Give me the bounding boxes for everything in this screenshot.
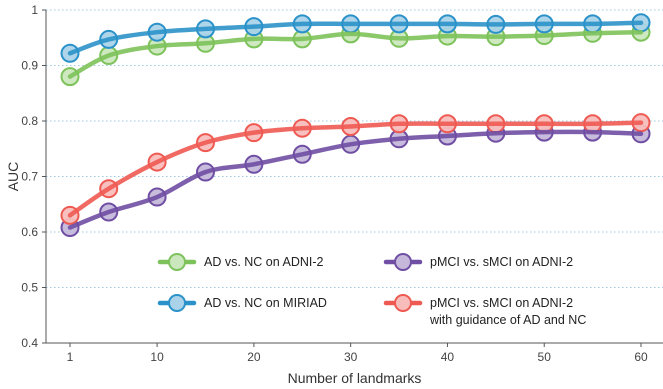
y-tick-label-6: 1 (31, 3, 38, 17)
legend-marker-4 (394, 294, 412, 312)
legend-marker-2 (168, 294, 186, 312)
x-tick-label-2: 20 (247, 350, 261, 364)
y-axis-title: AUC (5, 162, 21, 192)
x-tick-label-0: 1 (67, 350, 74, 364)
legend-label-1: AD vs. NC on ADNI-2 (204, 255, 324, 269)
series-3-line (67, 129, 644, 230)
y-tick-label-3: 0.7 (21, 170, 38, 184)
x-tick-label-1: 10 (150, 350, 164, 364)
legend-marker-3 (394, 253, 412, 271)
series-2-line (67, 20, 644, 56)
legend-label-4: pMCI vs. sMCI on ADNI-2 (430, 296, 573, 310)
legend-item-1: AD vs. NC on ADNI-2 (157, 253, 324, 271)
x-tick-label-4: 40 (441, 350, 455, 364)
y-tick-label-0: 0.4 (21, 336, 38, 350)
legend-label-4-line2: with guidance of AD and NC (429, 313, 586, 327)
y-tick-label-4: 0.8 (21, 114, 38, 128)
y-tick-label-2: 0.6 (21, 225, 38, 239)
series-4-line (67, 120, 644, 218)
y-tick-label-5: 0.9 (21, 59, 38, 73)
legend-item-2: AD vs. NC on MIRIAD (157, 294, 327, 312)
y-tick-label-1: 0.5 (21, 281, 38, 295)
legend: AD vs. NC on ADNI-2 AD vs. NC on MIRIAD pM… (157, 253, 586, 327)
x-axis-title: Number of landmarks (288, 370, 422, 386)
x-tick-label-3: 30 (344, 350, 358, 364)
series-1-line (67, 29, 644, 79)
legend-label-2: AD vs. NC on MIRIAD (204, 296, 327, 310)
x-tick-label-5: 50 (538, 350, 552, 364)
series-3 (60, 122, 651, 238)
legend-label-3: pMCI vs. sMCI on ADNI-2 (430, 255, 573, 269)
x-tick-label-6: 60 (634, 350, 648, 364)
legend-item-3: pMCI vs. sMCI on ADNI-2 (383, 253, 573, 271)
grid-lines (46, 9, 663, 344)
series-group (60, 13, 651, 238)
legend-item-4: pMCI vs. sMCI on ADNI-2 with guidance of … (383, 294, 586, 327)
axes: 0.4 0.5 0.6 0.7 0.8 0.9 1 1 10 20 30 40 50 60 (21, 3, 663, 364)
legend-marker-1 (168, 253, 186, 271)
